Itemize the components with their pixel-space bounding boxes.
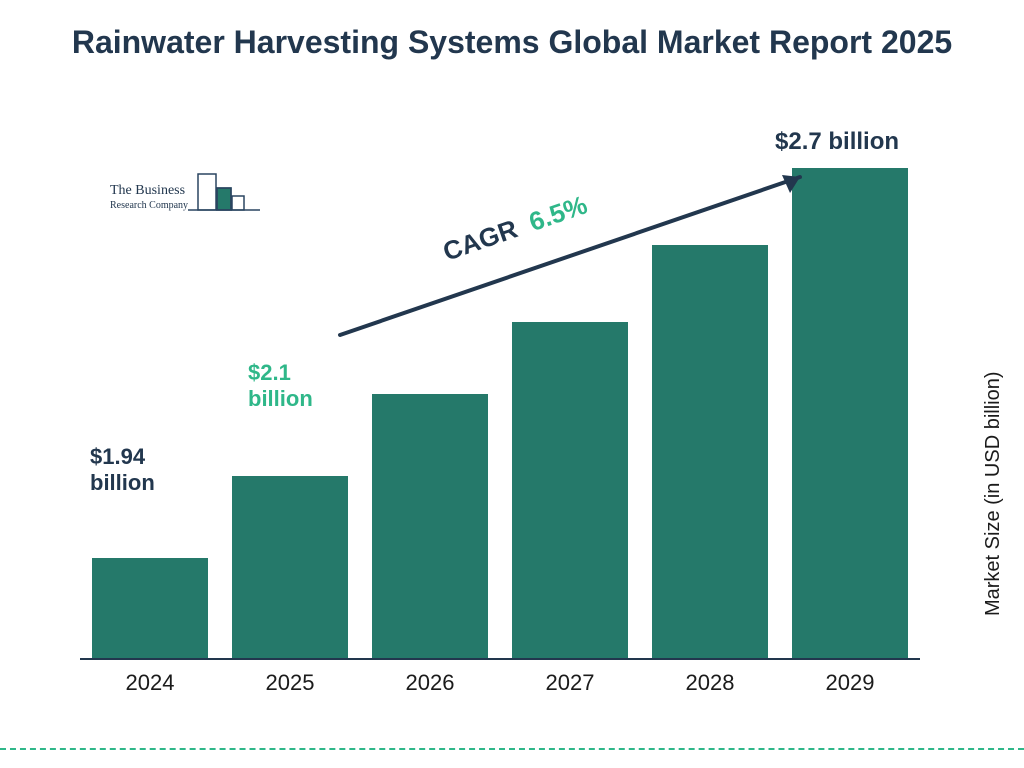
- value-label-2025: $2.1 billion: [248, 360, 313, 413]
- value-label-2025-unit: billion: [248, 386, 313, 411]
- x-tick-label: 2025: [232, 670, 348, 696]
- bar-group: [512, 322, 628, 658]
- bar-group: [92, 558, 208, 658]
- chart-title: Rainwater Harvesting Systems Global Mark…: [0, 0, 1024, 62]
- bar: [92, 558, 208, 658]
- x-tick-label: 2024: [92, 670, 208, 696]
- value-label-2029: $2.7 billion: [775, 128, 899, 157]
- value-label-2025-amount: $2.1: [248, 360, 291, 385]
- bar-group: [232, 476, 348, 658]
- value-label-2024: $1.94 billion: [90, 444, 155, 497]
- x-tick-label: 2029: [792, 670, 908, 696]
- y-axis-label: Market Size (in USD billion): [983, 372, 1006, 617]
- x-tick-label: 2028: [652, 670, 768, 696]
- bar: [232, 476, 348, 658]
- bar-group: [372, 394, 488, 658]
- bar: [372, 394, 488, 658]
- x-axis-line: [80, 658, 920, 660]
- value-label-2029-amount: $2.7 billion: [775, 128, 899, 155]
- value-label-2024-unit: billion: [90, 470, 155, 495]
- x-axis-labels: 2024 2025 2026 2027 2028 2029: [80, 670, 920, 696]
- value-label-2024-amount: $1.94: [90, 444, 145, 469]
- x-tick-label: 2026: [372, 670, 488, 696]
- bar: [512, 322, 628, 658]
- x-tick-label: 2027: [512, 670, 628, 696]
- cagr-annotation: CAGR 6.5%: [330, 165, 820, 345]
- bottom-divider: [0, 748, 1024, 750]
